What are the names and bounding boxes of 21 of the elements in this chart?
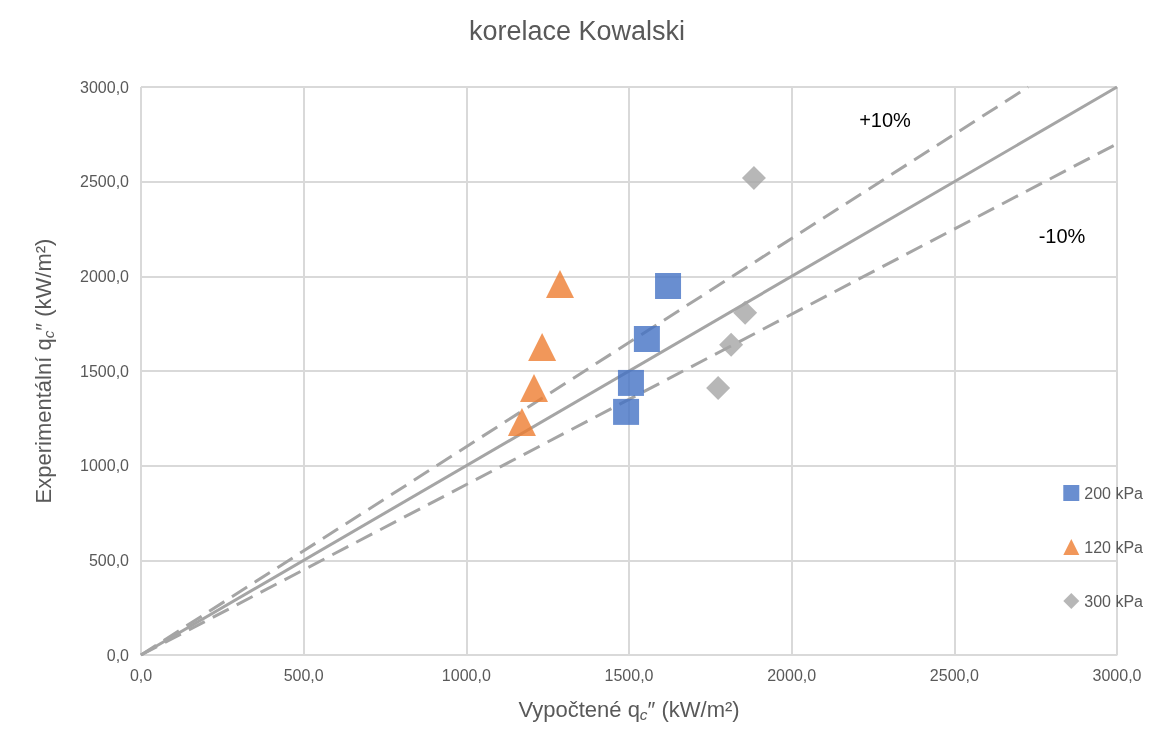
- y-tick-label: 1000,0: [80, 457, 130, 475]
- x-tick-label: 500,0: [283, 666, 324, 684]
- y-tick-label: 3000,0: [80, 78, 130, 96]
- annotation: +10%: [859, 109, 912, 131]
- x-tick-label: 1000,0: [441, 666, 491, 684]
- y-axis-title: Experimentální qc″ (kW/m²): [31, 238, 57, 504]
- x-tick-label: 3000,0: [1092, 666, 1142, 684]
- x-tick-label: 2500,0: [929, 666, 979, 684]
- x-tick-label: 1500,0: [604, 666, 654, 684]
- legend-label: 200 kPa: [1084, 484, 1144, 502]
- y-tick-label: 2500,0: [80, 173, 130, 191]
- annotation: -10%: [1038, 225, 1086, 247]
- y-tick-label: 0,0: [106, 646, 130, 664]
- legend-label: 300 kPa: [1084, 592, 1144, 610]
- x-tick-label: 0,0: [129, 666, 153, 684]
- chart-title: korelace Kowalski: [468, 15, 686, 46]
- legend-label: 120 kPa: [1084, 538, 1144, 556]
- y-tick-label: 2000,0: [80, 267, 130, 285]
- y-tick-label: 500,0: [88, 551, 130, 569]
- y-tick-label: 1500,0: [80, 362, 130, 380]
- x-tick-label: 2000,0: [767, 666, 817, 684]
